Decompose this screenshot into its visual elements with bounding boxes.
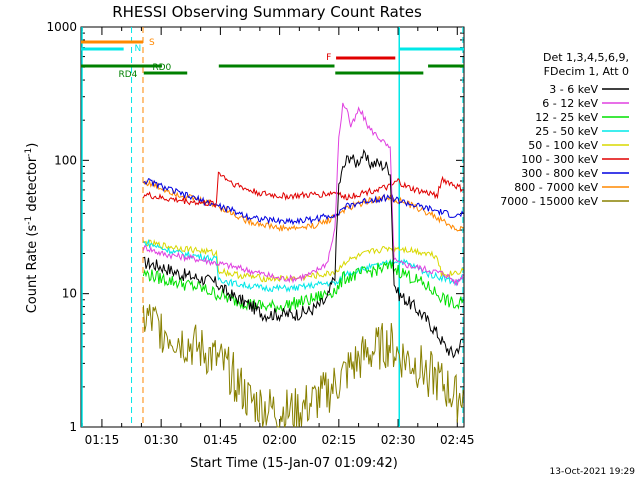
x-tick-label: 01:45 [203, 433, 238, 447]
legend: Det 1,3,4,5,6,9, FDecim 1, Att 0 3 - 6 k… [500, 51, 629, 208]
saa-flag-label: S [149, 38, 155, 48]
legend-entry-label: 12 - 25 keV [535, 111, 598, 124]
rd0-label: RD0 [152, 63, 171, 73]
flare-flag-label: F [326, 53, 331, 63]
x-tick-label: 02:00 [262, 433, 297, 447]
y-tick-label: 100 [54, 153, 77, 167]
legend-entry-label: 6 - 12 keV [542, 97, 598, 110]
series-line-3to6keV [143, 148, 464, 359]
plot-area: 1 10 100 1000 01:15 01:30 01:45 02:00 02:15 02:30… [46, 20, 474, 447]
rd4-label: RD4 [119, 70, 138, 80]
legend-entry-label: 50 - 100 keV [528, 139, 598, 152]
legend-entry-label: 7000 - 15000 keV [500, 195, 598, 208]
y-tick-label: 10 [62, 287, 77, 301]
y-axis-label-sup1: -1 [24, 216, 34, 225]
night-flag-label: N [135, 44, 142, 54]
x-tick-label: 02:45 [440, 433, 475, 447]
y-tick-label: 1000 [46, 20, 77, 34]
legend-entry-label: 100 - 300 keV [521, 153, 598, 166]
legend-header-line-1: Det 1,3,4,5,6,9, [543, 51, 629, 64]
series-line-100to300keV [142, 171, 464, 209]
legend-entry-label: 25 - 50 keV [535, 125, 598, 138]
y-axis-label-sup2: -1 [24, 148, 34, 157]
footer-timestamp: 13-Oct-2021 19:29 [550, 467, 636, 477]
chart-title: RHESSI Observing Summary Count Rates [112, 3, 422, 21]
series-line-300to800keV [143, 178, 464, 226]
legend-header-line-2: FDecim 1, Att 0 [544, 65, 629, 78]
series-line-6to12keV [142, 102, 464, 287]
x-axis-label: Start Time (15-Jan-07 01:09:42) [190, 456, 398, 471]
y-axis-label-mid: detector [25, 156, 40, 216]
y-axis-label: Count Rate (s-1 detector-1) [24, 143, 40, 314]
y-axis-label-main: Count Rate (s [25, 225, 40, 314]
series-line-50to100keV [143, 239, 464, 283]
x-tick-label: 02:15 [322, 433, 357, 447]
legend-entry-label: 300 - 800 keV [521, 167, 598, 180]
x-tick-label: 01:15 [85, 433, 120, 447]
y-tick-label: 1 [69, 420, 77, 434]
x-tick-label: 01:30 [144, 433, 179, 447]
legend-entry-label: 800 - 7000 keV [514, 181, 598, 194]
series-line-12to25keV [142, 259, 464, 313]
series-line-25to50keV [143, 238, 464, 293]
series-line-7000to15000keV [142, 304, 464, 428]
y-axis-label-end: ) [25, 143, 40, 148]
x-tick-label: 02:30 [381, 433, 416, 447]
legend-entry-label: 3 - 6 keV [549, 83, 598, 96]
plot-frame [80, 26, 465, 428]
